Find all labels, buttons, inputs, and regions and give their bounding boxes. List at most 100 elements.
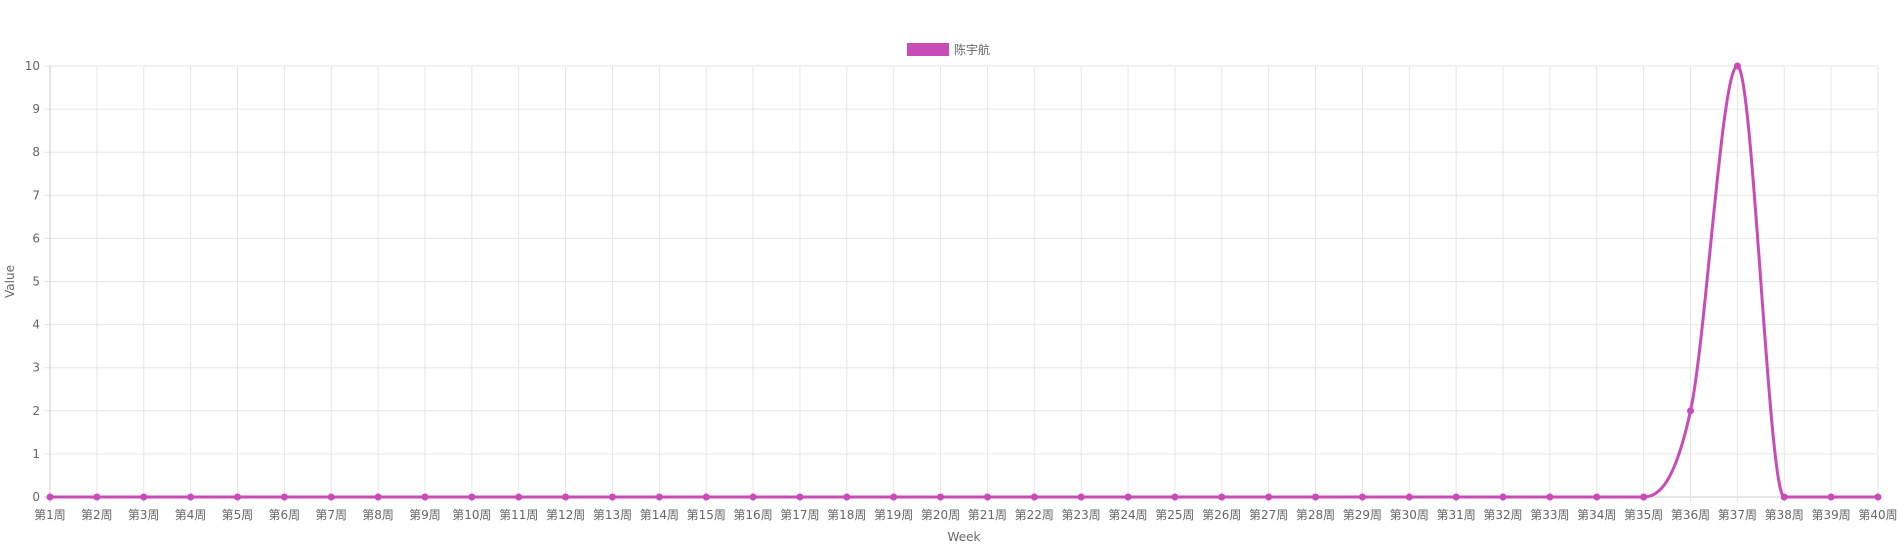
data-point bbox=[515, 493, 523, 501]
x-tick-label: 第17周 bbox=[780, 508, 819, 522]
x-tick-label: 第5周 bbox=[222, 508, 254, 522]
x-tick-label: 第18周 bbox=[827, 508, 866, 522]
x-tick-label: 第13周 bbox=[593, 508, 632, 522]
data-point bbox=[890, 493, 898, 501]
data-point bbox=[749, 493, 757, 501]
y-tick-label: 1 bbox=[32, 447, 40, 461]
x-tick-label: 第32周 bbox=[1483, 508, 1522, 522]
data-point bbox=[1452, 493, 1460, 501]
data-point bbox=[1593, 493, 1601, 501]
data-point bbox=[421, 493, 429, 501]
x-tick-label: 第36周 bbox=[1671, 508, 1710, 522]
x-tick-label: 第35周 bbox=[1624, 508, 1663, 522]
x-tick-label: 第3周 bbox=[128, 508, 160, 522]
data-point bbox=[562, 493, 570, 501]
y-tick-label: 3 bbox=[32, 361, 40, 375]
data-point bbox=[327, 493, 335, 501]
x-tick-label: 第19周 bbox=[874, 508, 913, 522]
y-tick-label: 6 bbox=[32, 231, 40, 245]
x-tick-label: 第27周 bbox=[1249, 508, 1288, 522]
x-tick-label: 第6周 bbox=[269, 508, 301, 522]
y-tick-label: 2 bbox=[32, 404, 40, 418]
data-point bbox=[468, 493, 476, 501]
data-point bbox=[1358, 493, 1366, 501]
x-tick-label: 第30周 bbox=[1390, 508, 1429, 522]
data-point bbox=[1640, 493, 1648, 501]
data-point bbox=[1124, 493, 1132, 501]
data-point bbox=[702, 493, 710, 501]
x-tick-label: 第22周 bbox=[1015, 508, 1054, 522]
y-tick-label: 4 bbox=[32, 318, 40, 332]
data-point bbox=[1499, 493, 1507, 501]
data-point bbox=[1218, 493, 1226, 501]
y-tick-label: 8 bbox=[32, 145, 40, 159]
data-point bbox=[1733, 62, 1741, 70]
x-tick-label: 第37周 bbox=[1718, 508, 1757, 522]
data-point bbox=[1265, 493, 1273, 501]
y-axis-title: Value bbox=[3, 265, 17, 298]
data-point bbox=[1687, 407, 1695, 415]
x-tick-label: 第9周 bbox=[409, 508, 441, 522]
x-tick-label: 第34周 bbox=[1577, 508, 1616, 522]
data-point bbox=[93, 493, 101, 501]
x-tick-label: 第24周 bbox=[1108, 508, 1147, 522]
x-tick-label: 第16周 bbox=[733, 508, 772, 522]
legend-swatch bbox=[907, 43, 949, 56]
x-tick-label: 第10周 bbox=[452, 508, 491, 522]
x-tick-labels: 第1周 第2周 第3周 第4周 第5周 第6周 第7周 第8周 第9周 第10周 第11周 第12周第… bbox=[34, 508, 1897, 522]
x-tick-label: 第28周 bbox=[1296, 508, 1335, 522]
data-point bbox=[374, 493, 382, 501]
x-tick-label: 第25周 bbox=[1155, 508, 1194, 522]
x-tick-label: 第4周 bbox=[175, 508, 207, 522]
x-tick-label: 第23周 bbox=[1062, 508, 1101, 522]
data-point bbox=[1546, 493, 1554, 501]
series bbox=[46, 62, 1882, 501]
x-tick-label: 第21周 bbox=[968, 508, 1007, 522]
x-tick-label: 第26周 bbox=[1202, 508, 1241, 522]
data-point bbox=[608, 493, 616, 501]
data-point bbox=[233, 493, 241, 501]
x-axis-title: Week bbox=[948, 530, 981, 544]
data-point bbox=[46, 493, 54, 501]
x-tick-label: 第11周 bbox=[499, 508, 538, 522]
grid bbox=[44, 65, 1879, 503]
data-point bbox=[655, 493, 663, 501]
x-tick-label: 第1周 bbox=[34, 508, 66, 522]
y-tick-label: 7 bbox=[32, 188, 40, 202]
y-tick-label: 10 bbox=[25, 59, 40, 73]
x-tick-label: 第2周 bbox=[81, 508, 113, 522]
legend[interactable]: 陈宇航 bbox=[907, 42, 990, 57]
data-point bbox=[1874, 493, 1882, 501]
data-point bbox=[843, 493, 851, 501]
x-tick-label: 第33周 bbox=[1530, 508, 1569, 522]
x-tick-label: 第8周 bbox=[362, 508, 394, 522]
y-tick-labels: 0 1 2 3 4 5 6 7 8 9 10 bbox=[25, 59, 40, 504]
x-tick-label: 第31周 bbox=[1437, 508, 1476, 522]
y-tick-label: 9 bbox=[32, 102, 40, 116]
data-point bbox=[1827, 493, 1835, 501]
data-point bbox=[140, 493, 148, 501]
x-tick-label: 第29周 bbox=[1343, 508, 1382, 522]
data-point bbox=[280, 493, 288, 501]
y-tick-label: 0 bbox=[32, 490, 40, 504]
x-tick-label: 第40周 bbox=[1858, 508, 1897, 522]
data-point bbox=[1077, 493, 1085, 501]
x-tick-label: 第20周 bbox=[921, 508, 960, 522]
data-point bbox=[937, 493, 945, 501]
x-tick-label: 第7周 bbox=[315, 508, 347, 522]
x-tick-label: 第39周 bbox=[1811, 508, 1850, 522]
x-tick-label: 第38周 bbox=[1765, 508, 1804, 522]
x-tick-label: 第14周 bbox=[640, 508, 679, 522]
legend-label: 陈宇航 bbox=[954, 42, 990, 57]
data-point bbox=[796, 493, 804, 501]
data-point bbox=[1171, 493, 1179, 501]
y-tick-label: 5 bbox=[32, 275, 40, 289]
data-point bbox=[983, 493, 991, 501]
data-point bbox=[1312, 493, 1320, 501]
data-point bbox=[187, 493, 195, 501]
x-tick-label: 第12周 bbox=[546, 508, 585, 522]
data-point bbox=[1030, 493, 1038, 501]
data-point bbox=[1405, 493, 1413, 501]
